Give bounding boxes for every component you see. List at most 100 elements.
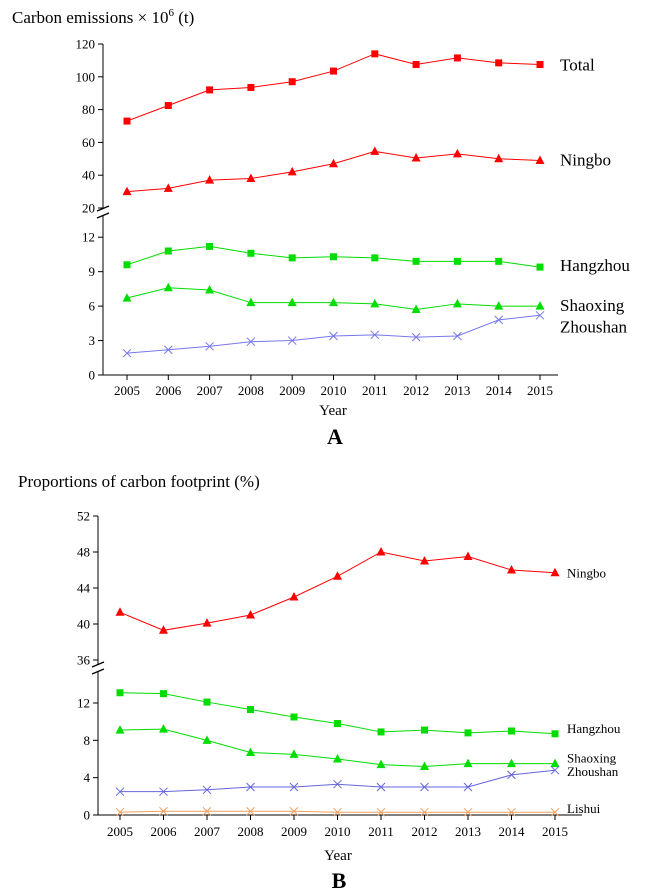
panel-b-point-hangzhou xyxy=(421,726,428,734)
panel-b-point-hangzhou xyxy=(464,729,472,737)
panel-b-point-zhoushan xyxy=(246,782,255,792)
panel-a-point-hangzhou xyxy=(371,254,379,262)
panel-a-ytick-label: 80 xyxy=(82,102,95,117)
panel-a-point-ningbo xyxy=(411,152,421,162)
panel-a-series-label-ningbo: Ningbo xyxy=(560,150,611,169)
panel-a-xtick-label: 2014 xyxy=(486,383,513,398)
panel-a-point-zhoushan xyxy=(453,331,462,341)
panel-a-point-hangzhou xyxy=(495,257,503,265)
panel-a-series-label-total: Total xyxy=(560,56,595,75)
panel-b-xlabel: Year xyxy=(324,848,352,864)
panel-b-point-hangzhou xyxy=(551,730,559,738)
panel-a-point-hangzhou xyxy=(288,254,296,262)
panel-a-point-hangzhou xyxy=(247,249,255,257)
panel-a-point-shaoxing xyxy=(122,293,132,302)
panel-a-point-zhoushan xyxy=(329,331,338,341)
panel-a-point-shaoxing xyxy=(205,285,215,294)
panel-a-xtick-label: 2013 xyxy=(444,383,470,398)
panel-a-point-shaoxing xyxy=(370,298,380,308)
panel-b-point-hangzhou xyxy=(116,689,124,697)
panel-a-point-shaoxing xyxy=(411,304,421,314)
panel-a-point-total xyxy=(371,50,379,58)
panel-b-point-shaoxing xyxy=(202,735,212,744)
panel-b-ytick-label: 8 xyxy=(84,733,91,748)
panel-a-series-label-zhoushan: Zhoushan xyxy=(560,317,628,336)
panel-a-point-shaoxing xyxy=(163,282,173,292)
panel-a-point-hangzhou xyxy=(164,247,172,255)
panel-b-xtick-label: 2011 xyxy=(368,824,394,839)
panel-b-ytick-label: 4 xyxy=(84,770,91,785)
panel-b-xtick-label: 2007 xyxy=(194,824,221,839)
panel-b-series-label-shaoxing: Shaoxing xyxy=(567,751,617,766)
panel-a-point-total xyxy=(247,83,255,91)
panel-b-axis-break-mark xyxy=(91,661,105,668)
panel-a-xtick-label: 2009 xyxy=(279,383,305,398)
panel-a-point-ningbo xyxy=(494,153,504,163)
panel-b-point-lishui xyxy=(202,806,212,816)
panel-b-point-shaoxing xyxy=(550,758,560,768)
panel-a-xtick-label: 2012 xyxy=(403,383,429,398)
panel-a-point-hangzhou xyxy=(453,257,461,265)
panel-a-ylabel-main: Carbon emissions × 10 xyxy=(12,8,168,27)
panel-a-point-zhoushan xyxy=(494,315,504,325)
panel-a-xtick-label: 2010 xyxy=(321,383,347,398)
panel-b-point-lishui xyxy=(376,807,386,817)
panel-a-ylabel-unit: (t) xyxy=(174,8,194,27)
panel-b-series-label-zhoushan: Zhoushan xyxy=(567,764,619,779)
panel-b-point-shaoxing xyxy=(159,724,168,733)
panel-a-point-total xyxy=(288,78,296,86)
panel-a-point-ningbo xyxy=(535,155,545,164)
panel-a-point-shaoxing xyxy=(329,297,338,307)
panel-a-point-hangzhou xyxy=(123,261,131,269)
panel-b-point-ningbo xyxy=(246,610,255,619)
panel-b-point-hangzhou xyxy=(377,728,385,736)
panel-a-point-ningbo xyxy=(163,183,173,192)
panel-b-point-lishui xyxy=(463,807,473,817)
panel-a-point-ningbo xyxy=(287,166,297,176)
panel-b-point-zhoushan xyxy=(376,782,386,792)
panel-b-point-ningbo xyxy=(289,592,299,601)
panel-b-xtick-label: 2006 xyxy=(151,824,178,839)
panel-b-point-ningbo xyxy=(376,547,386,556)
panel-a-series-label-shaoxing: Shaoxing xyxy=(560,296,625,315)
panel-a-ytick-label: 6 xyxy=(89,299,96,314)
panel-b-point-hangzhou xyxy=(334,720,341,728)
panel-b-xtick-label: 2010 xyxy=(325,824,351,839)
panel-a-point-total xyxy=(536,61,544,68)
panel-b-xtick-label: 2009 xyxy=(281,824,307,839)
panel-a-point-shaoxing xyxy=(452,298,462,308)
panel-a-xtick-label: 2005 xyxy=(114,383,140,398)
panel-a-ytick-label: 9 xyxy=(89,264,96,279)
panel-b-point-zhoushan xyxy=(507,770,516,780)
panel-b-point-zhoushan xyxy=(420,782,429,792)
panel-b-point-hangzhou xyxy=(247,706,254,714)
panel-b-point-shaoxing xyxy=(333,754,342,763)
panel-a-letter: A xyxy=(327,424,343,449)
panel-a-point-shaoxing xyxy=(246,297,256,307)
panel-b-point-hangzhou xyxy=(203,698,211,706)
panel-a-xtick-label: 2008 xyxy=(238,383,264,398)
panel-b-point-shaoxing xyxy=(246,747,255,756)
panel-a-point-total xyxy=(495,59,503,67)
panel-a-point-ningbo xyxy=(329,158,338,168)
panel-a-point-shaoxing xyxy=(535,301,545,310)
panel-b-series-label-ningbo: Ningbo xyxy=(567,566,606,581)
panel-b-ytick-label: 44 xyxy=(77,581,91,596)
panel-b-point-lishui xyxy=(507,807,516,817)
panel-a-point-ningbo xyxy=(370,146,380,155)
panel-b-point-lishui xyxy=(159,806,168,816)
panel-b-point-ningbo xyxy=(115,607,125,616)
panel-a-point-shaoxing xyxy=(494,301,504,310)
panel-a-point-zhoushan xyxy=(122,348,132,358)
panel-b-series-line-hangzhou xyxy=(119,692,556,735)
panel-a-point-total xyxy=(453,54,461,62)
panel-a-ylabel: Carbon emissions × 106 (t) xyxy=(12,7,194,27)
panel-b-point-shaoxing xyxy=(115,725,125,734)
panel-b-point-ningbo xyxy=(550,567,560,577)
panel-b-xtick-label: 2008 xyxy=(238,824,264,839)
panel-b-xtick-label: 2005 xyxy=(107,824,133,839)
panel-b-point-hangzhou xyxy=(290,713,298,721)
panel-b-xtick-label: 2013 xyxy=(455,824,481,839)
panel-b-xtick-label: 2015 xyxy=(542,824,568,839)
panel-b-point-shaoxing xyxy=(463,758,473,768)
